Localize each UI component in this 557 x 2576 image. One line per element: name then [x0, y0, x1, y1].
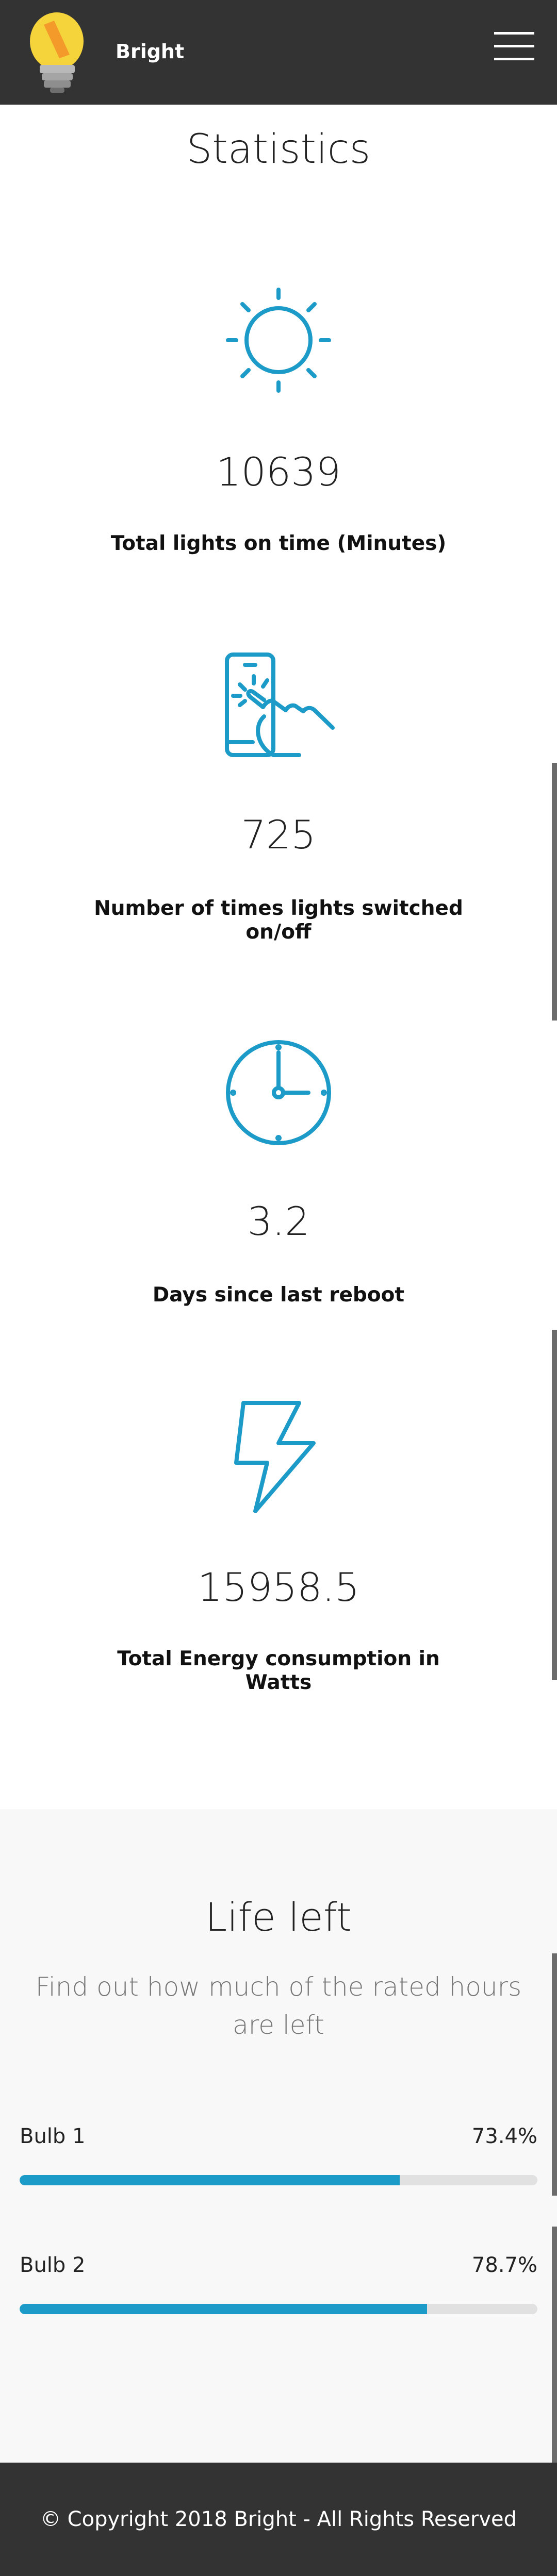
lightning-bolt-icon — [217, 1397, 340, 1520]
stat-label: Days since last reboot — [152, 1283, 405, 1307]
stat-label: Total Energy consumption in Watts — [117, 1647, 440, 1694]
sun-icon — [217, 278, 340, 402]
scrollbar[interactable] — [552, 763, 557, 1021]
bulb-name: Bulb 1 — [20, 2125, 86, 2148]
clock-icon — [217, 1031, 340, 1155]
bulb-percent: 78.7% — [471, 2253, 537, 2277]
bulb-percent: 73.4% — [471, 2125, 537, 2148]
bulb-progress-fill — [20, 2175, 400, 2185]
navbar: Bright — [0, 0, 557, 105]
bulb-progress-bar — [20, 2175, 537, 2185]
brand-name[interactable]: Bright — [116, 40, 185, 63]
stat-label: Total lights on time (Minutes) — [110, 532, 447, 555]
copyright-text: © Copyright 2018 Bright - All Rights Res… — [40, 2507, 517, 2531]
hand-tap-phone-icon — [217, 644, 340, 768]
stat-label: Number of times lights switched on/off — [94, 897, 463, 944]
bulb-progress-bar — [20, 2304, 537, 2314]
stat-value: 725 — [241, 812, 316, 858]
scrollbar[interactable] — [552, 2227, 557, 2463]
hamburger-menu-icon[interactable] — [494, 32, 534, 61]
life-left-section: Life left Find out how much of the rated… — [0, 1809, 557, 2463]
stat-value: 10639 — [216, 449, 341, 495]
stat-value: 15958.5 — [197, 1564, 360, 1610]
bulb-progress-fill — [20, 2304, 428, 2314]
lightbulb-logo-icon[interactable] — [28, 9, 90, 94]
life-left-title: Life left — [205, 1894, 352, 1940]
bulb-name: Bulb 2 — [20, 2253, 86, 2277]
footer: © Copyright 2018 Bright - All Rights Res… — [0, 2463, 557, 2576]
life-left-subtitle: Find out how much of the rated hours are… — [35, 1972, 522, 2040]
stat-value: 3.2 — [247, 1198, 310, 1244]
scrollbar[interactable] — [552, 1953, 557, 2196]
statistics-title: Statistics — [186, 126, 371, 173]
scrollbar[interactable] — [552, 1330, 557, 1680]
